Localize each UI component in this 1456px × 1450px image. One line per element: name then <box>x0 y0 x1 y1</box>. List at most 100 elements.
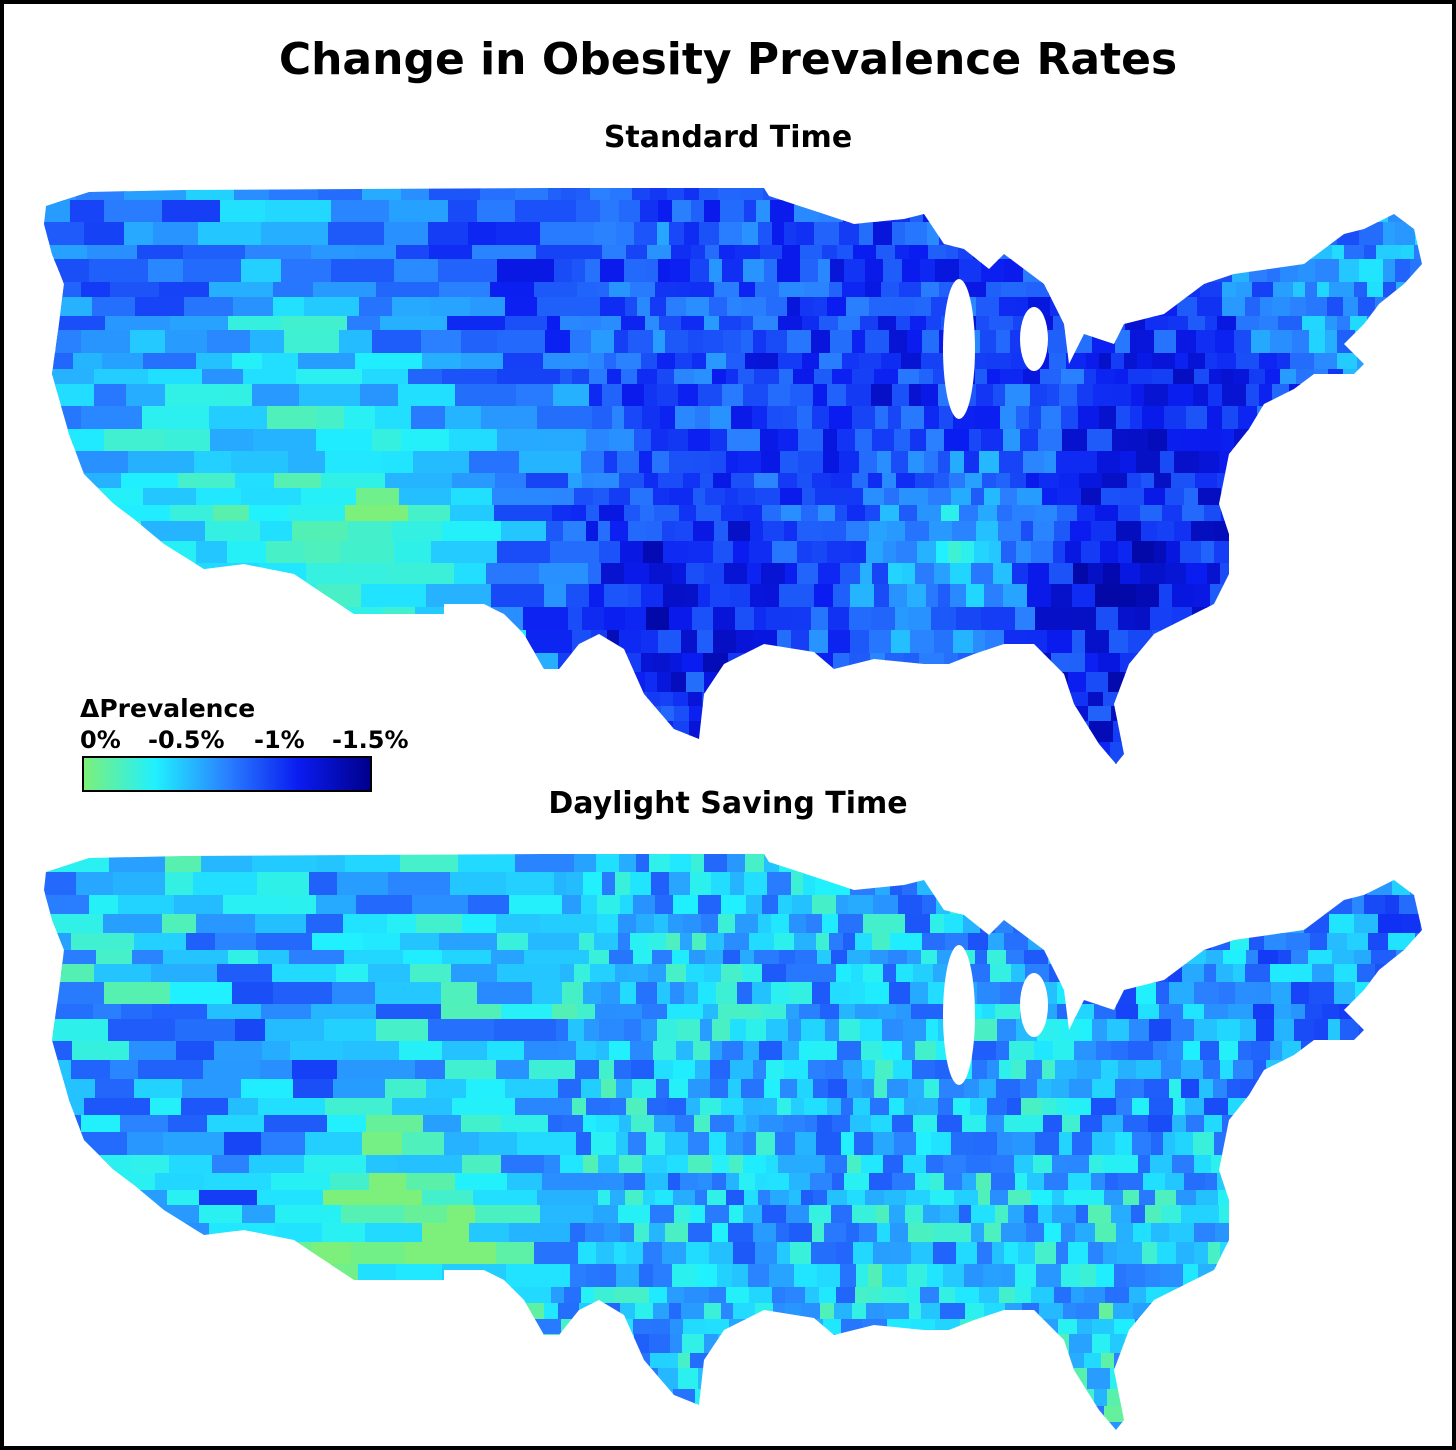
daylight-saving-time-county-cell <box>997 1132 1013 1156</box>
daylight-saving-time-county-cell <box>1035 1242 1057 1265</box>
daylight-saving-time-county-cell <box>1169 1406 1195 1423</box>
standard-time-county-cell <box>1021 706 1034 722</box>
standard-time-county-cell <box>1251 607 1265 631</box>
daylight-saving-time-county-cell <box>1020 1079 1038 1099</box>
standard-time-county-cell <box>1269 672 1287 693</box>
daylight-saving-time-county-cell <box>271 1173 331 1191</box>
standard-time-county-cell <box>1376 245 1402 260</box>
standard-time-county-cell <box>1371 692 1394 707</box>
daylight-saving-time-county-cell <box>1337 1098 1356 1116</box>
daylight-saving-time-county-cell <box>840 1264 857 1288</box>
standard-time-county-cell <box>547 316 561 331</box>
daylight-saving-time-county-cell <box>1258 950 1279 965</box>
daylight-saving-time-county-cell <box>551 1287 565 1304</box>
standard-time-county-cell <box>649 563 673 585</box>
standard-time-county-cell <box>1023 369 1041 385</box>
daylight-saving-time-county-cell <box>934 1422 947 1430</box>
daylight-saving-time-county-cell <box>217 1389 270 1417</box>
standard-time-county-cell <box>747 563 762 585</box>
standard-time-county-cell <box>761 451 781 474</box>
daylight-saving-time-county-cell <box>721 1422 735 1430</box>
standard-time-county-cell <box>671 245 692 260</box>
daylight-saving-time-county-cell <box>673 1060 696 1080</box>
daylight-saving-time-county-cell <box>1335 1319 1354 1335</box>
daylight-saving-time-county-cell <box>739 1173 756 1191</box>
daylight-saving-time-county-cell <box>583 872 603 896</box>
standard-time-county-cell <box>621 369 638 385</box>
daylight-saving-time-county-cell <box>747 1004 762 1020</box>
daylight-saving-time-county-cell <box>1322 1004 1340 1020</box>
standard-time-county-cell <box>731 473 755 489</box>
daylight-saving-time-county-cell <box>1237 895 1255 915</box>
daylight-saving-time-county-cell <box>836 1242 854 1265</box>
standard-time-county-cell <box>1251 521 1268 542</box>
daylight-saving-time-county-cell <box>817 1264 841 1288</box>
daylight-saving-time-county-cell <box>337 1060 380 1081</box>
standard-time-county-cell <box>1420 188 1422 201</box>
standard-time-county-cell <box>1259 316 1279 331</box>
daylight-saving-time-county-cell <box>1264 933 1287 951</box>
daylight-saving-time-county-cell <box>968 933 989 951</box>
standard-time-county-cell <box>689 721 709 743</box>
standard-time-county-cell <box>1307 672 1333 693</box>
daylight-saving-time-county-cell <box>946 1422 971 1430</box>
standard-time-county-cell <box>1162 505 1183 522</box>
standard-time-county-cell <box>696 505 722 522</box>
daylight-saving-time-county-cell <box>427 1353 474 1384</box>
daylight-saving-time-county-cell <box>1415 950 1422 965</box>
standard-time-county-cell <box>1267 521 1284 542</box>
standard-time-county-cell <box>812 406 830 430</box>
daylight-saving-time-county-cell <box>1232 1406 1256 1423</box>
standard-time-county-cell <box>1167 692 1188 707</box>
standard-time-county-cell <box>1003 429 1021 452</box>
daylight-saving-time-county-cell <box>615 964 629 983</box>
standard-time-county-cell <box>750 521 764 542</box>
daylight-saving-time-county-cell <box>1044 1173 1069 1191</box>
standard-time-county-cell <box>705 488 726 506</box>
standard-time-county-cell <box>804 282 830 298</box>
daylight-saving-time-county-cell <box>911 1004 933 1020</box>
daylight-saving-time-county-cell <box>887 1319 912 1335</box>
daylight-saving-time-county-cell <box>1331 1205 1345 1224</box>
daylight-saving-time-county-cell <box>918 1406 938 1423</box>
standard-time-county-cell <box>800 763 822 764</box>
daylight-saving-time-county-cell <box>672 950 690 965</box>
daylight-saving-time-county-cell <box>1136 982 1157 1005</box>
daylight-saving-time-county-cell <box>1128 1041 1154 1061</box>
daylight-saving-time-county-cell <box>1198 1264 1216 1288</box>
standard-time-county-cell <box>1358 763 1379 764</box>
daylight-saving-time-county-cell <box>1065 872 1088 896</box>
standard-time-county-cell <box>525 742 589 764</box>
daylight-saving-time-county-cell <box>620 982 637 1005</box>
daylight-saving-time-county-cell <box>847 1422 867 1430</box>
daylight-saving-time-county-cell <box>1052 1205 1077 1224</box>
daylight-saving-time-county-cell <box>862 1079 875 1099</box>
daylight-saving-time-county-cell <box>1058 1319 1078 1335</box>
daylight-saving-time-county-cell <box>735 914 759 934</box>
standard-time-county-cell <box>844 259 866 283</box>
standard-time-county-cell <box>96 541 160 582</box>
standard-time-county-cell <box>1248 692 1273 707</box>
daylight-saving-time-county-cell <box>831 1205 853 1224</box>
daylight-saving-time-county-cell <box>930 1173 945 1191</box>
daylight-saving-time-county-cell <box>817 1115 833 1133</box>
daylight-saving-time-county-cell <box>1173 1098 1186 1116</box>
daylight-saving-time-county-cell <box>915 1422 935 1430</box>
daylight-saving-time-county-cell <box>877 1334 901 1354</box>
daylight-saving-time-county-cell <box>962 1173 977 1191</box>
standard-time-county-cell <box>650 297 667 317</box>
standard-time-county-cell <box>646 706 662 722</box>
daylight-saving-time-county-cell <box>93 1319 139 1345</box>
daylight-saving-time-county-cell <box>1387 1223 1411 1243</box>
standard-time-county-cell <box>70 200 105 225</box>
standard-time-county-cell <box>1214 521 1236 542</box>
daylight-saving-time-county-cell <box>1026 1060 1043 1080</box>
daylight-saving-time-county-cell <box>1252 1264 1275 1288</box>
standard-time-county-cell <box>743 384 769 407</box>
standard-time-county-cell <box>1422 505 1435 522</box>
daylight-saving-time-county-cell <box>700 1019 713 1042</box>
standard-time-county-cell <box>170 505 214 523</box>
daylight-saving-time-county-cell <box>178 1264 208 1303</box>
daylight-saving-time-county-cell <box>748 1319 773 1335</box>
daylight-saving-time-county-cell <box>839 1019 861 1042</box>
